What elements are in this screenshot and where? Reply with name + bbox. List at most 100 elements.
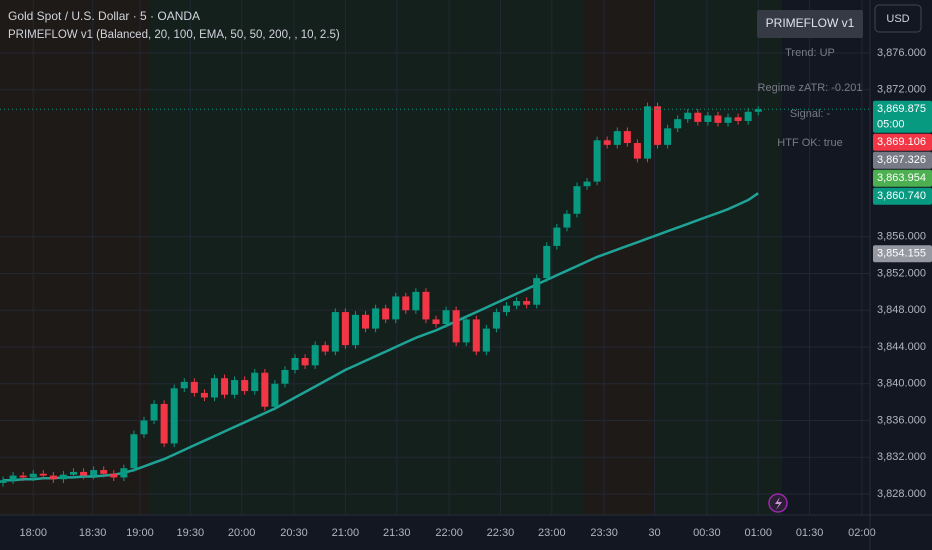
candle-body — [402, 296, 410, 311]
panel-line: Regime zATR: -0.201 — [758, 82, 863, 94]
plot — [0, 102, 870, 487]
price-label: 3,860.740 — [877, 190, 926, 202]
candle-body — [301, 358, 309, 366]
price-label-box — [873, 100, 932, 133]
y-tick-label: 3,828.000 — [877, 488, 926, 500]
session-shading — [0, 0, 782, 515]
panel-line: Signal: - — [790, 108, 831, 120]
x-tick-label: 18:30 — [79, 527, 107, 539]
candle-body — [613, 131, 621, 145]
candle-body — [412, 291, 420, 311]
candle-body — [231, 380, 239, 395]
candle-body — [513, 301, 521, 306]
candle-body — [543, 245, 551, 279]
candle-body — [392, 296, 400, 320]
candle-body — [724, 117, 732, 123]
x-tick-label: 19:00 — [126, 527, 154, 539]
candle-body — [583, 181, 591, 187]
candle-body — [694, 112, 702, 122]
candle-body — [744, 111, 752, 121]
candle-body — [261, 372, 269, 407]
x-tick-label: 22:00 — [435, 527, 463, 539]
session-band — [655, 0, 782, 515]
candle-body — [643, 106, 651, 159]
price-label: 3,867.326 — [877, 154, 926, 166]
candle-body — [573, 186, 581, 214]
y-tick-label: 3,840.000 — [877, 378, 926, 390]
x-tick-label: 19:30 — [177, 527, 205, 539]
candle-body — [160, 403, 168, 444]
y-tick-label: 3,876.000 — [877, 47, 926, 59]
candle-body — [180, 381, 188, 389]
candle-body — [59, 474, 67, 480]
candle-body — [170, 388, 178, 444]
candle-body — [120, 468, 128, 478]
candle-body — [593, 140, 601, 182]
candle-body — [442, 310, 450, 325]
chart-title: Gold Spot / U.S. Dollar · 5 · OANDA — [8, 9, 200, 23]
price-label-box — [873, 169, 932, 187]
y-tick-label: 3,832.000 — [877, 451, 926, 463]
currency-label[interactable]: USD — [886, 13, 909, 25]
candle-body — [321, 345, 329, 352]
price-label-box — [873, 187, 932, 205]
alert-bolt[interactable] — [775, 497, 782, 510]
x-tick-label: 21:30 — [383, 527, 411, 539]
candle-body — [492, 312, 500, 329]
price-label: 3,869.106 — [877, 136, 926, 148]
candle-body — [150, 403, 158, 421]
candle-body — [0, 480, 7, 483]
candle-body — [372, 308, 380, 329]
candle-body — [29, 473, 37, 478]
candle-body — [633, 143, 641, 159]
x-tick-label: 01:00 — [744, 527, 772, 539]
candle-body — [523, 301, 531, 305]
candle-body — [553, 227, 561, 246]
candle-body — [351, 314, 359, 346]
candle-body — [140, 420, 148, 435]
candle-body — [291, 358, 299, 370]
x-tick-label: 20:00 — [228, 527, 256, 539]
candle-body — [281, 369, 289, 384]
x-tick-label: 02:00 — [848, 527, 876, 539]
candle-body — [100, 470, 108, 474]
y-tick-label: 3,856.000 — [877, 231, 926, 243]
y-tick-label: 3,848.000 — [877, 304, 926, 316]
candle-body — [9, 475, 17, 481]
candle-body — [754, 109, 762, 112]
alert-icon[interactable] — [768, 493, 788, 513]
candle-body — [49, 475, 57, 480]
price-label: 3,863.954 — [877, 172, 926, 184]
x-tick-label: 00:30 — [693, 527, 721, 539]
candle-body — [221, 378, 229, 395]
y-tick-label: 3,836.000 — [877, 414, 926, 426]
candle-body — [704, 115, 712, 122]
y-tick-label: 3,844.000 — [877, 341, 926, 353]
candle-body — [311, 345, 319, 366]
session-band — [0, 0, 150, 515]
indicator-button-label[interactable]: PRIMEFLOW v1 — [766, 16, 855, 30]
indicator-button[interactable] — [757, 10, 863, 38]
candle-body — [603, 140, 611, 145]
price-label-box — [873, 245, 932, 263]
candle-body — [684, 112, 692, 120]
candle-body — [210, 378, 219, 398]
currency-button[interactable] — [874, 4, 922, 33]
candle-body — [734, 117, 742, 121]
candle-body — [482, 328, 490, 352]
candle-body — [200, 392, 208, 398]
y-tick-label: 3,852.000 — [877, 267, 926, 279]
grid — [0, 0, 870, 515]
candle-body — [664, 128, 672, 145]
candle-body — [39, 473, 47, 476]
x-tick-label: 18:00 — [19, 527, 47, 539]
candle-body — [110, 473, 118, 478]
price-label: 3,854.155 — [877, 248, 926, 260]
session-band — [150, 0, 583, 515]
candle-body — [341, 312, 349, 346]
candle-body — [90, 470, 98, 476]
x-tick-label: 21:00 — [332, 527, 360, 539]
price-label-box — [873, 133, 932, 151]
